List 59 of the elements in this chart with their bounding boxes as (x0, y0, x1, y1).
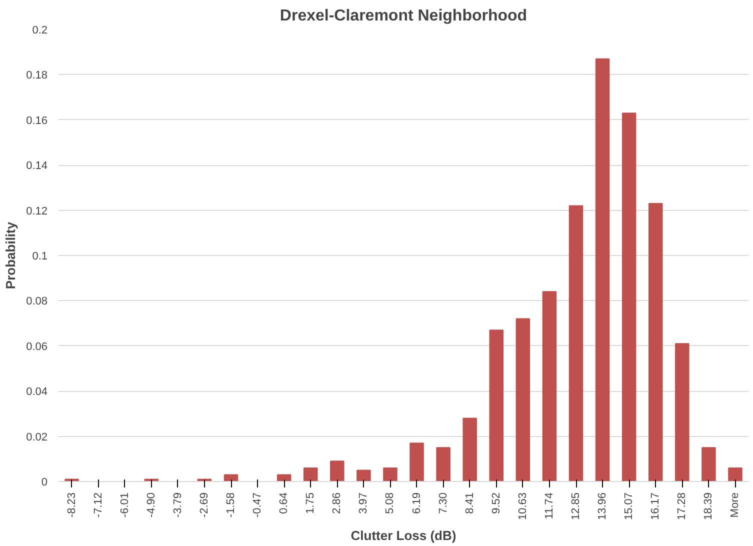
x-tick-label: 2.86 (331, 492, 344, 514)
bar (622, 112, 636, 482)
bar (224, 474, 238, 482)
y-tick-label: 0.08 (26, 296, 48, 308)
x-tick-label: 3.97 (358, 492, 370, 514)
y-tick-label: 0.02 (26, 431, 48, 444)
y-tick-label: 0 (41, 476, 48, 488)
bar (675, 343, 690, 482)
bar (568, 205, 584, 482)
y-axis-title: Probability (3, 221, 18, 290)
x-tick-label: 16.17 (650, 492, 662, 520)
bar (410, 442, 424, 482)
x-tick-label: 5.08 (384, 492, 396, 514)
x-tick-label: -0.47 (252, 492, 264, 518)
x-tick-label: More (729, 492, 742, 518)
x-tick-label: 6.19 (410, 492, 423, 514)
bar (516, 318, 530, 482)
x-tick-label: 0.64 (278, 492, 290, 514)
bar (383, 467, 398, 482)
x-tick-label: 15.07 (623, 492, 636, 520)
bar (356, 470, 371, 482)
bar (330, 460, 344, 482)
x-tick-label: -7.12 (92, 492, 104, 518)
y-tick-label: 0.04 (26, 386, 48, 398)
x-tick-label: -8.23 (66, 492, 78, 518)
bar (462, 418, 477, 482)
chart-title: Drexel-Claremont Neighborhood (280, 8, 528, 24)
x-tick-label: 8.41 (464, 492, 476, 514)
y-tick-label: 0.12 (26, 205, 48, 218)
bar (595, 58, 610, 482)
x-tick-label: 12.85 (570, 492, 582, 520)
x-tick-label: 1.75 (304, 492, 317, 514)
x-tick-label: -6.01 (118, 492, 131, 518)
x-tick-label: 11.74 (543, 492, 556, 520)
bar (303, 467, 318, 482)
bar (436, 447, 450, 482)
y-tick-label: 0.18 (26, 70, 48, 82)
bar (728, 467, 742, 482)
bar (702, 447, 716, 482)
x-axis-title: Clutter Loss (dB) (350, 528, 456, 544)
x-tick-label: 13.96 (596, 492, 609, 520)
bar (648, 203, 663, 482)
x-tick-label: -2.69 (198, 492, 210, 518)
y-tick-label: 0.14 (26, 160, 48, 172)
x-tick-label: 10.63 (516, 492, 529, 520)
x-tick-label: 17.28 (676, 492, 688, 520)
x-tick-label: -1.58 (225, 492, 237, 518)
x-tick-label: 9.52 (490, 492, 502, 514)
y-tick-label: 0.06 (26, 340, 48, 353)
x-tick-label: 18.39 (702, 492, 715, 520)
y-tick-label: 0.16 (26, 114, 48, 127)
y-tick-label: 0.2 (32, 24, 48, 36)
bar (542, 291, 557, 482)
x-tick-label: -3.79 (172, 492, 184, 518)
bar (276, 474, 292, 482)
x-tick-label: -4.90 (145, 492, 158, 518)
x-tick-label: 7.30 (437, 492, 450, 514)
y-tick-label: 0.1 (32, 250, 48, 262)
bar (489, 330, 504, 482)
